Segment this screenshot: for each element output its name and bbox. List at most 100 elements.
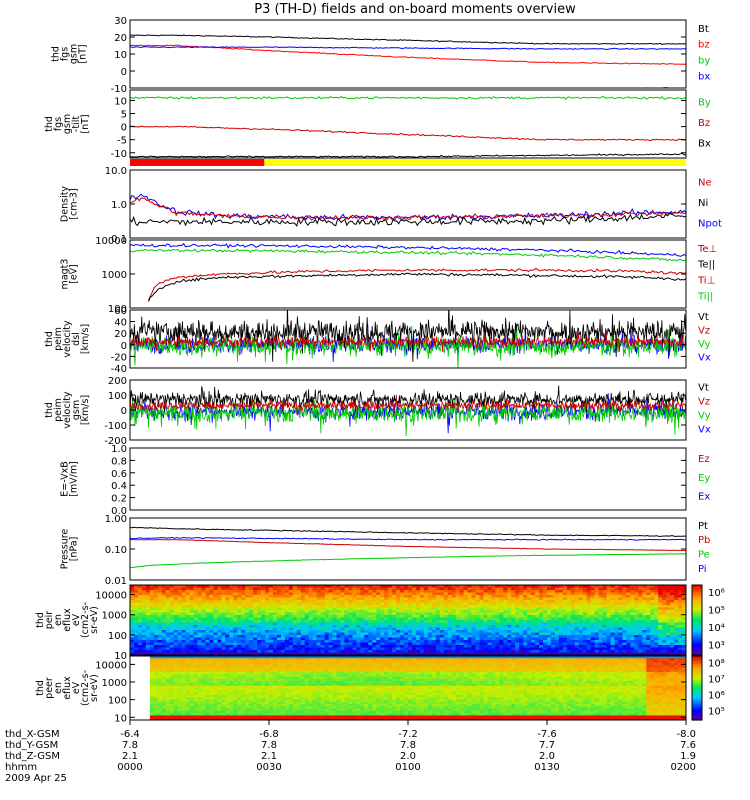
spectrogram-cell — [153, 612, 159, 616]
spectrogram-cell — [503, 597, 508, 601]
spectrogram-cell — [455, 610, 461, 614]
spectrogram-cell — [376, 650, 381, 654]
spectrogram-cell — [368, 645, 373, 649]
spectrogram-cell — [376, 617, 381, 621]
spectrogram-cell — [364, 612, 369, 616]
spectrogram-cell — [658, 617, 663, 621]
spectrogram-cell — [384, 642, 389, 646]
spectrogram-cell — [177, 637, 183, 641]
spectrogram-cell — [141, 602, 147, 606]
spectrogram-cell — [439, 656, 445, 659]
spectrogram-cell — [415, 652, 421, 655]
spectrogram-cell — [519, 597, 524, 601]
spectrogram-cell — [408, 605, 413, 609]
spectrogram-cell — [638, 605, 643, 609]
spectrogram-cell — [209, 612, 214, 616]
spectrogram-cell — [638, 587, 643, 591]
spectrogram-cell — [678, 605, 683, 609]
spectrogram-cell — [197, 637, 203, 641]
spectrogram-cell — [443, 627, 449, 631]
spectrogram-cell — [193, 590, 199, 594]
spectrogram-cell — [372, 650, 377, 654]
spectrogram-cell — [336, 637, 342, 641]
spectrogram-cell — [674, 630, 679, 634]
spectrogram-cell — [670, 642, 675, 646]
spectrogram-cell — [550, 595, 556, 599]
spectrogram-cell — [280, 595, 286, 599]
spectrogram-cell — [229, 602, 234, 606]
spectrogram-cell — [404, 642, 409, 646]
spectrogram-cell — [515, 625, 520, 629]
spectrogram-cell — [455, 635, 461, 639]
spectrogram-cell — [185, 642, 191, 646]
spectrogram-cell — [646, 600, 651, 604]
spectrogram-cell — [654, 625, 659, 629]
spectrogram-cell — [634, 585, 639, 589]
spectrogram-cell — [634, 612, 639, 616]
spectrogram-cell — [562, 590, 568, 594]
spectrogram-cell — [610, 656, 616, 659]
spectrogram-cell — [491, 640, 496, 644]
series-pressure-Pi — [130, 536, 686, 541]
spectrogram-cell — [562, 615, 568, 619]
spectrogram-cell — [630, 590, 635, 594]
spectrogram-cell — [245, 605, 250, 609]
spectrogram-cell — [249, 627, 254, 631]
spectrogram-cell — [574, 607, 580, 611]
spectrogram-cell — [459, 662, 465, 666]
spectrogram-cell — [590, 595, 596, 599]
spectrogram-cell — [185, 627, 191, 631]
spectrogram-cell — [415, 665, 421, 669]
spectrogram-cell — [245, 637, 250, 641]
spectrogram-cell — [471, 600, 477, 604]
spectrogram-cell — [141, 665, 147, 669]
colorbar-cell — [692, 621, 702, 625]
spectrogram-cell — [316, 592, 322, 596]
spectrogram-cell — [606, 627, 612, 631]
spectrogram-cell — [471, 605, 477, 609]
spectrogram-cell — [288, 656, 294, 659]
spectrogram-cell — [547, 652, 552, 655]
spectrogram-cell — [312, 662, 318, 666]
spectrogram-cell — [574, 605, 580, 609]
y-axis-label: peir — [44, 611, 55, 630]
spectrogram-cell — [479, 660, 485, 664]
spectrogram-cell — [590, 622, 596, 626]
spectrogram-cell — [384, 650, 389, 654]
spectrogram-cell — [205, 632, 211, 636]
spectrogram-cell — [165, 640, 171, 644]
spectrogram-cell — [658, 622, 663, 626]
spectrogram-cell — [594, 645, 600, 649]
spectrogram-cell — [674, 585, 679, 589]
spectrogram-cell — [360, 647, 365, 651]
spectrogram-cell — [352, 656, 357, 659]
spectrogram-cell — [400, 630, 405, 634]
spectrogram-cell — [272, 652, 278, 655]
spectrogram-cell — [272, 600, 278, 604]
spectrogram-cell — [495, 607, 500, 611]
spectrogram-cell — [165, 650, 171, 654]
spectrogram-cell — [471, 642, 477, 646]
spectrogram-cell — [141, 625, 147, 629]
spectrogram-cell — [237, 600, 242, 604]
spectrogram-cell — [372, 630, 377, 634]
spectrogram-cell — [304, 652, 310, 655]
spectrogram-cell — [483, 625, 489, 629]
spectrogram-cell — [638, 617, 643, 621]
spectrogram-cell — [173, 625, 179, 629]
spectrogram-cell — [431, 650, 437, 654]
spectrogram-cell — [515, 637, 520, 641]
spectrogram-cell — [280, 617, 286, 621]
spectrogram-cell — [626, 597, 631, 601]
spectrogram-cell — [209, 662, 214, 666]
y-tick-label: 0.0 — [111, 506, 127, 517]
spectrogram-cell — [225, 622, 230, 626]
spectrogram-cell — [213, 610, 218, 614]
spectrogram-cell — [483, 612, 489, 616]
spectrogram-cell — [157, 650, 163, 654]
spectrogram-cell — [209, 665, 214, 669]
spectrogram-cell — [141, 658, 147, 662]
spectrogram-cell — [265, 642, 270, 646]
spectrogram-cell — [562, 597, 568, 601]
